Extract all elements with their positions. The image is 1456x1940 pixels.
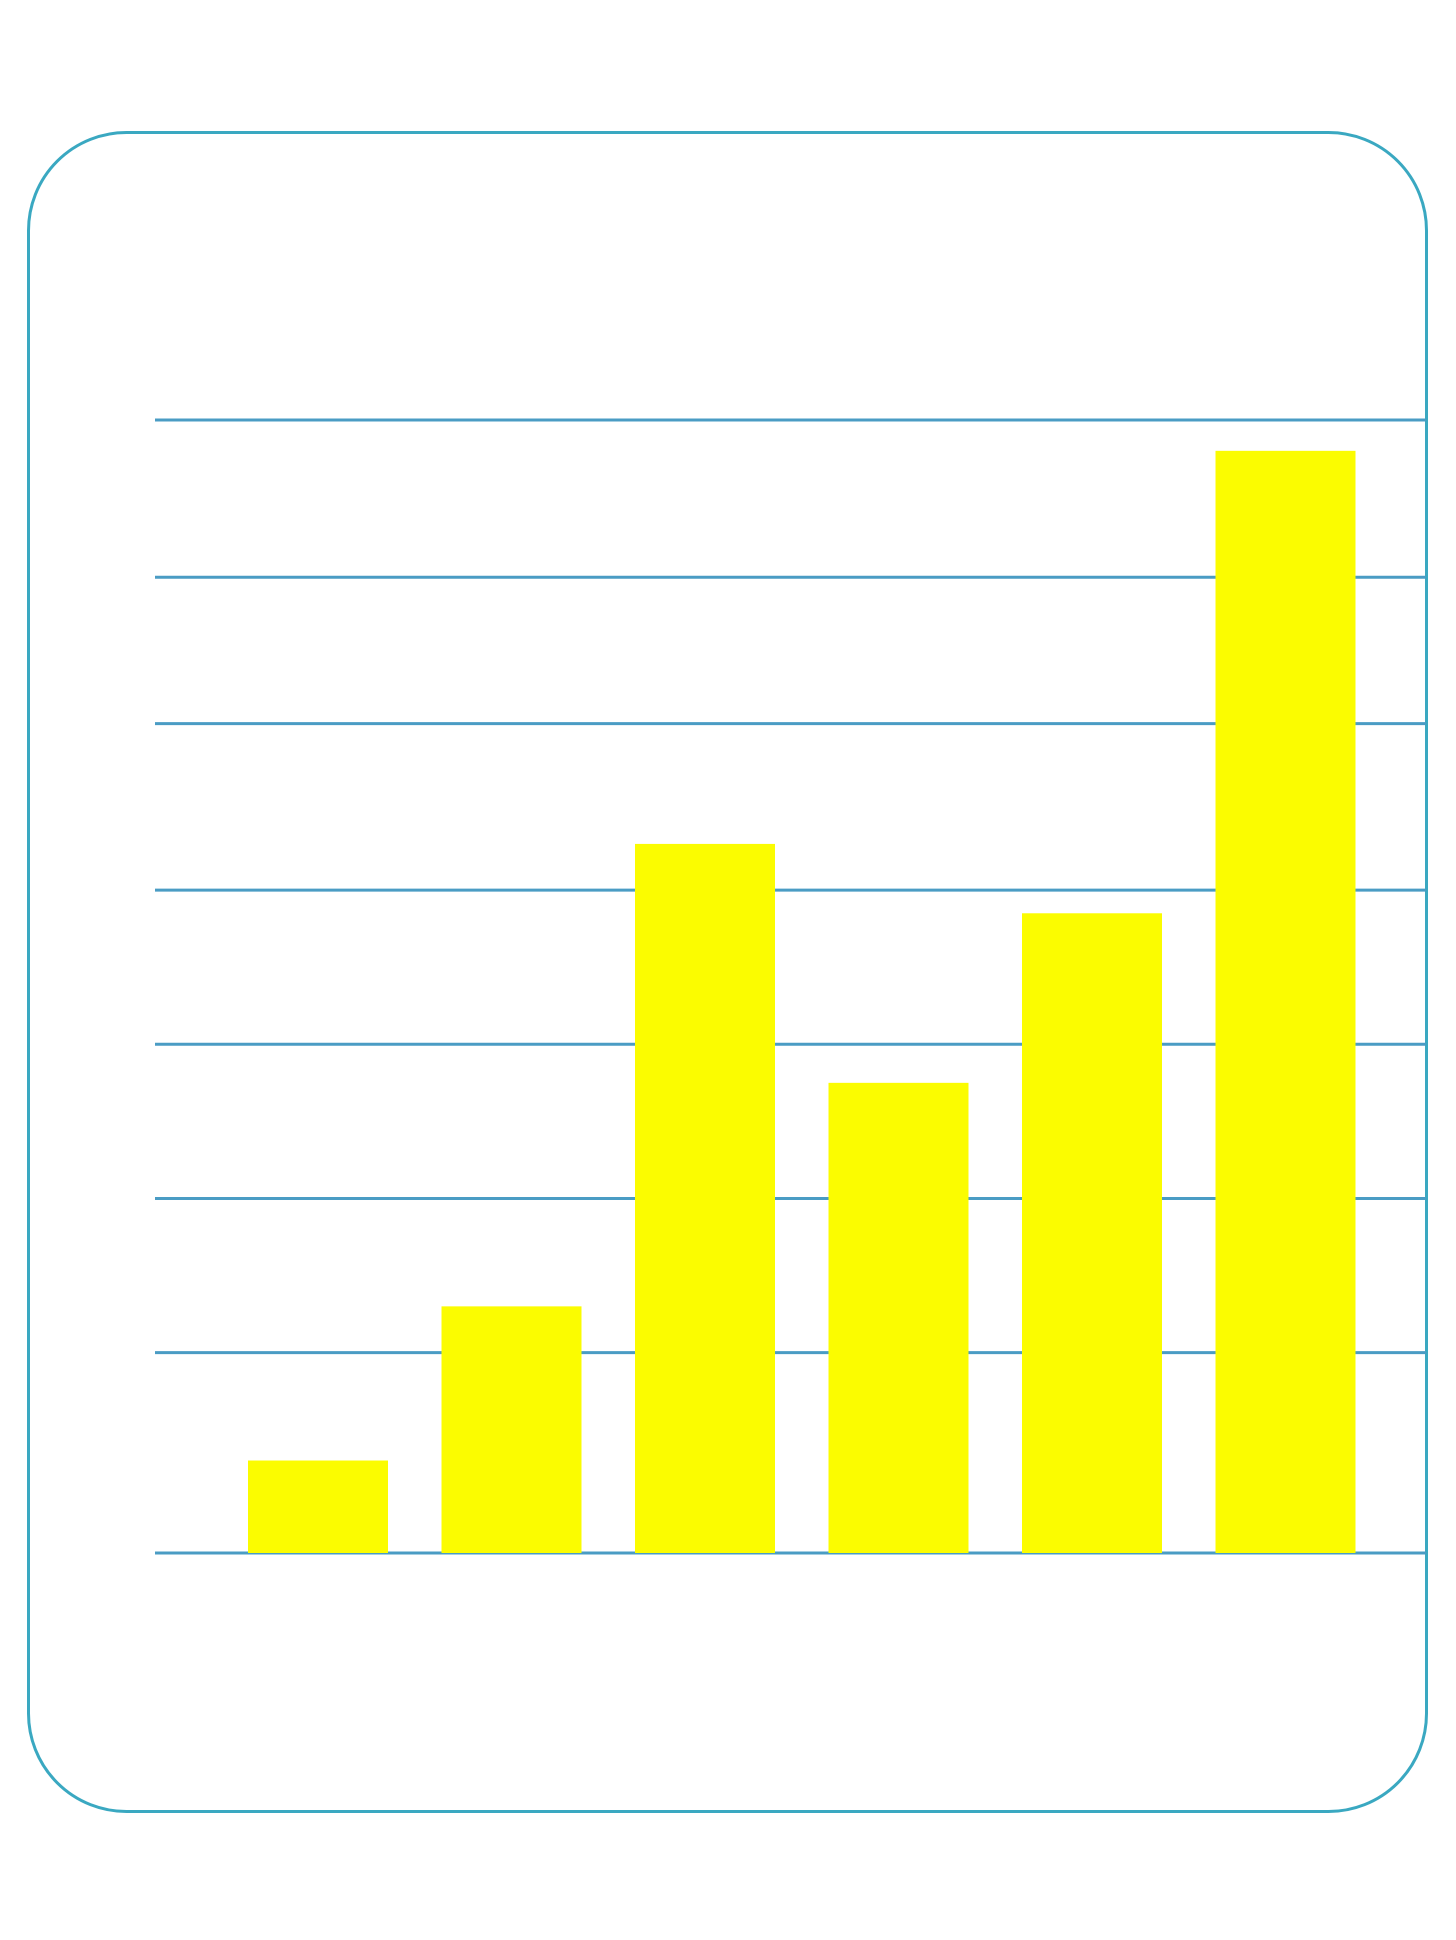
bar-6	[1215, 450, 1356, 1553]
bar-3	[635, 843, 775, 1553]
bar-5	[1022, 913, 1162, 1553]
bar-4	[828, 1082, 969, 1553]
bars	[248, 450, 1356, 1553]
bar-1	[248, 1460, 388, 1553]
bar-2	[441, 1306, 582, 1553]
